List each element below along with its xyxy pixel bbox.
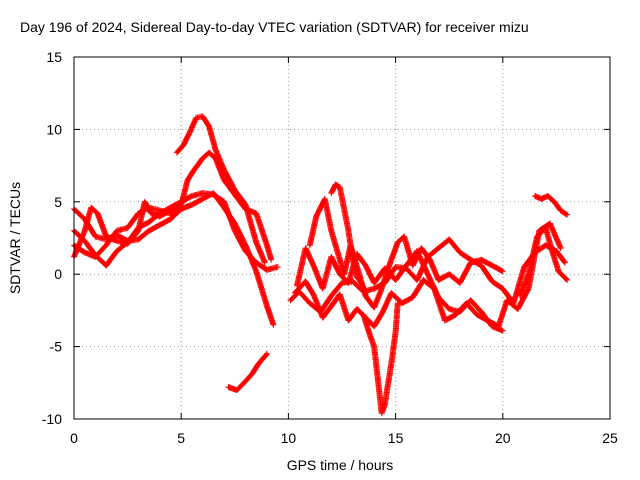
y-tick-label: 5 [54, 194, 62, 210]
y-tick-label: 15 [46, 49, 62, 65]
y-tick-label: 10 [46, 121, 62, 137]
series-markers [517, 224, 571, 299]
y-axis-label: SDTVAR / TECUs [7, 181, 23, 295]
series-markers [294, 245, 506, 334]
series-track-13 [532, 193, 571, 218]
plot-frame [73, 56, 611, 420]
x-tick-label: 0 [70, 430, 78, 446]
x-tick-label: 5 [177, 430, 185, 446]
series-markers [306, 195, 506, 311]
axis-ticks [73, 56, 611, 420]
series-markers [173, 113, 268, 266]
x-tick-label: 15 [388, 430, 404, 446]
series-markers [328, 181, 369, 298]
series-markers [532, 193, 571, 218]
y-tick-label: -5 [50, 339, 63, 355]
x-tick-label: 25 [602, 430, 618, 446]
y-tick-label: 0 [54, 266, 62, 282]
tick-labels: 0 5 10 15 20 25 -10 -5 0 5 10 15 [42, 49, 618, 446]
series-track-12 [360, 300, 401, 417]
x-axis-label: GPS time / hours [286, 457, 394, 473]
series-track-5 [225, 350, 270, 393]
series-track-14 [517, 224, 571, 299]
series-track-9 [294, 245, 506, 334]
series-markers [225, 350, 270, 393]
series-track-10 [306, 195, 506, 311]
chart-title: Day 196 of 2024, Sidereal Day-to-day VTE… [20, 19, 529, 35]
data-series [71, 113, 571, 417]
series-track-4 [173, 113, 268, 266]
x-tick-label: 20 [495, 430, 511, 446]
x-tick-label: 10 [281, 430, 297, 446]
grid-lines [74, 57, 610, 419]
y-tick-label: -10 [42, 411, 62, 427]
series-track-11 [328, 181, 369, 298]
series-markers [360, 300, 401, 417]
